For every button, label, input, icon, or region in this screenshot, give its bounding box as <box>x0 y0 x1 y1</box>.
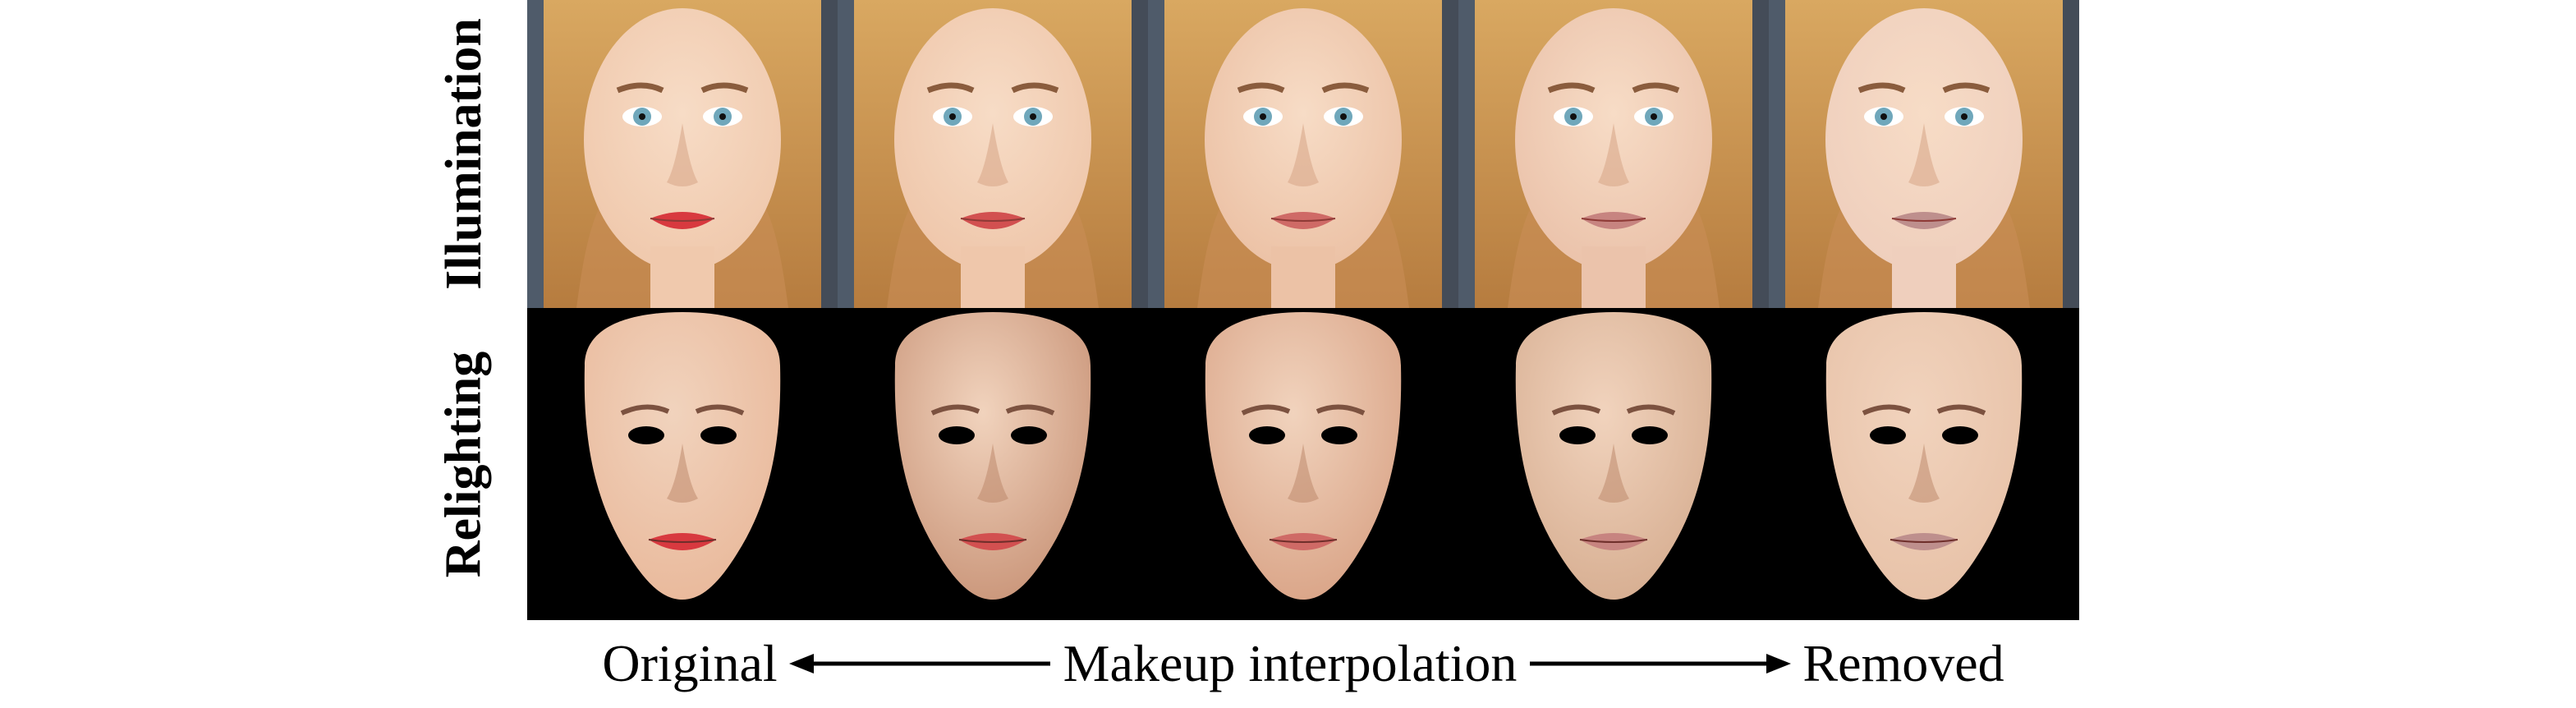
caption-original: Original <box>602 634 778 692</box>
caption-makeup-interpolation: Makeup interpolation <box>1063 634 1518 692</box>
right-arrow-icon <box>1530 654 1792 674</box>
row-label-relighting: Relighting <box>435 351 492 577</box>
illumination-face-0 <box>527 0 838 308</box>
caption-removed: Removed <box>1802 634 2004 692</box>
row-label-illumination: Illumination <box>435 18 492 290</box>
relighting-face-2 <box>1148 308 1458 620</box>
relighting-face-3 <box>1458 308 1769 620</box>
relighting-face-0 <box>527 308 838 620</box>
left-arrow-icon <box>788 654 1050 674</box>
relighting-row <box>527 308 2079 620</box>
relighting-face-1 <box>838 308 1148 620</box>
illumination-face-3 <box>1458 0 1769 308</box>
figure-caption: Original Makeup interpolation Removed <box>527 631 2079 697</box>
illumination-row <box>527 0 2079 308</box>
relighting-face-4 <box>1769 308 2079 620</box>
illumination-face-1 <box>838 0 1148 308</box>
illumination-face-2 <box>1148 0 1458 308</box>
illumination-face-4 <box>1769 0 2079 308</box>
